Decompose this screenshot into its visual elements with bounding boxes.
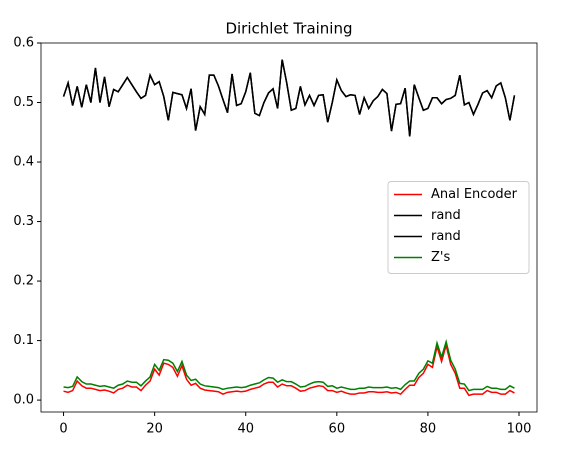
- chart-title: Dirichlet Training: [225, 20, 352, 38]
- x-tick-label: 100: [507, 422, 532, 437]
- legend-label: Z's: [431, 250, 450, 265]
- legend-label: rand: [431, 208, 461, 223]
- y-tick-label: 0.2: [13, 274, 34, 289]
- legend-label: rand: [431, 229, 461, 244]
- legend: Anal Encoder rand rand Z's: [387, 181, 530, 274]
- legend-box: [387, 181, 530, 274]
- y-tick-label: 0.3: [13, 214, 34, 229]
- series-line: [63, 342, 515, 397]
- x-tick-label: 80: [420, 422, 437, 437]
- y-tick-label: 0.6: [13, 36, 34, 51]
- plot-frame: [40, 42, 538, 413]
- x-tick-label: 0: [59, 422, 67, 437]
- series-line: [63, 338, 515, 392]
- y-tick-label: 0.1: [13, 333, 34, 348]
- series-line: [62, 59, 516, 137]
- y-tick-label: 0.0: [13, 393, 34, 408]
- x-tick-label: 40: [237, 422, 254, 437]
- x-tick-label: 20: [146, 422, 163, 437]
- x-tick-label: 60: [329, 422, 346, 437]
- y-tick-label: 0.4: [13, 155, 34, 170]
- y-tick-label: 0.5: [13, 95, 34, 110]
- legend-label: Anal Encoder: [431, 187, 518, 202]
